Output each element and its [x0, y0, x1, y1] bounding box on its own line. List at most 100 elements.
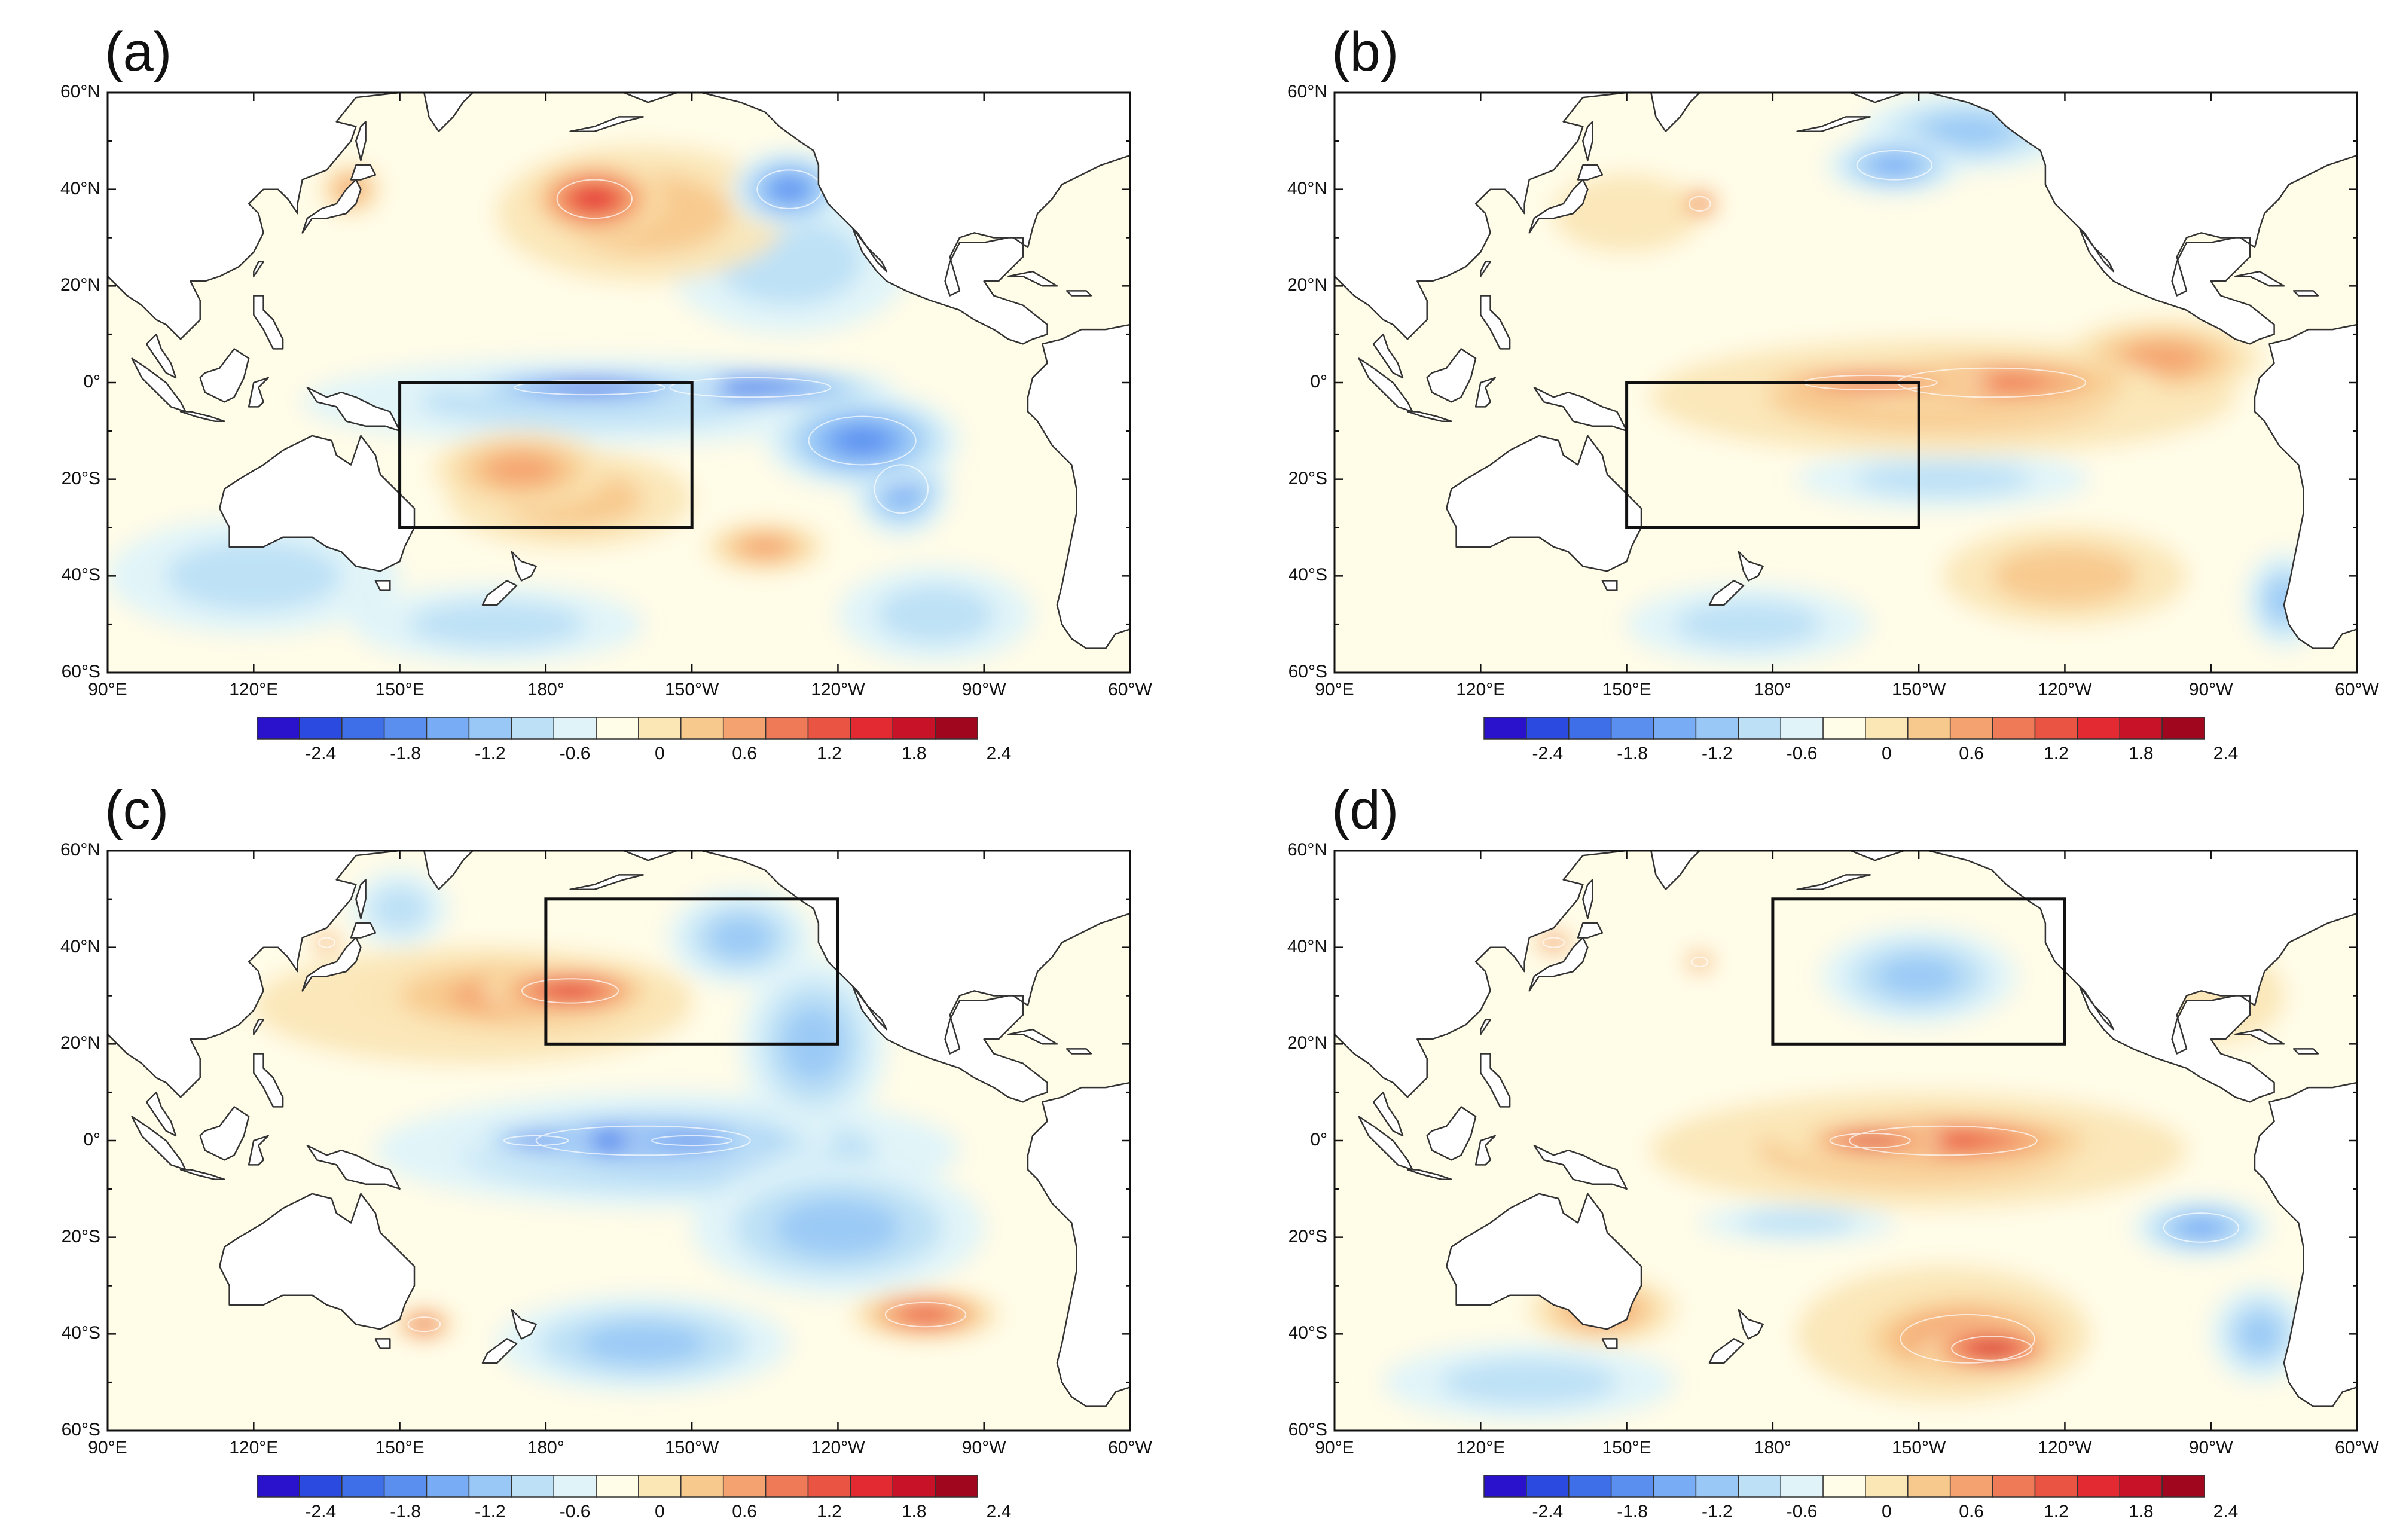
colorbar-swatch [596, 1475, 639, 1498]
colorbar-label: 2.4 [986, 1502, 1012, 1521]
colorbar-swatch [1780, 1475, 1824, 1498]
lon-label: 90°E [1315, 1438, 1354, 1458]
land-northamerica [1849, 851, 2357, 1103]
lon-label: 150°W [1891, 680, 1946, 699]
land-sakhalin [1582, 879, 1593, 919]
lat-label: 20°N [1287, 275, 1327, 295]
colorbar-swatch [850, 1475, 894, 1498]
lon-label: 150°W [664, 680, 719, 699]
colorbar-swatch [1695, 717, 1739, 740]
land-tasmania [1601, 1338, 1618, 1349]
land-newguinea [1533, 1144, 1628, 1190]
colorbar-label: -2.4 [1532, 744, 1564, 763]
lon-label: 120°E [229, 1438, 279, 1458]
colorbar-swatch [2034, 717, 2078, 740]
colorbar-swatch [638, 717, 682, 740]
land-java [1406, 411, 1452, 422]
lon-label: 120°W [811, 1438, 865, 1458]
anomaly-blob [1442, 1359, 1617, 1405]
anomaly-blob [2178, 1218, 2224, 1238]
colorbar-swatch [468, 717, 512, 740]
contour-line [1691, 956, 1709, 967]
land-southamerica [2254, 1081, 2357, 1407]
map-svg [106, 850, 1131, 1498]
lon-label: 180° [527, 680, 564, 699]
lat-label: 60°N [60, 82, 100, 102]
colorbar-label: 2.4 [986, 744, 1012, 763]
anomaly-blob [905, 1308, 946, 1321]
anomaly-blob [409, 601, 585, 647]
lat-label: 20°S [61, 1226, 100, 1246]
colorbar-swatch [765, 1475, 809, 1498]
lat-label: 20°S [1288, 468, 1327, 488]
lat-label: 0° [1310, 372, 1327, 392]
colorbar-label: -2.4 [305, 744, 337, 763]
colorbar-label: 0 [1882, 1502, 1892, 1521]
colorbar-label: 1.2 [817, 744, 842, 763]
lon-label: 180° [1754, 1438, 1791, 1458]
lon-label: 120°E [229, 680, 279, 699]
colorbar [1483, 1475, 2205, 1498]
landmasses [1335, 851, 2357, 1407]
land-alaska_isl [569, 116, 644, 132]
contour-line [1542, 937, 1565, 948]
axis-ticks [1333, 91, 2358, 674]
colorbar-swatch [299, 717, 343, 740]
map-svg [1333, 850, 2358, 1498]
lon-label: 150°E [375, 1438, 425, 1458]
colorbar-label: 0.6 [732, 744, 757, 763]
anomaly-blob [877, 585, 994, 644]
anomaly-blob [1871, 155, 1918, 175]
anomaly-blob [562, 384, 617, 390]
land-sakhalin [355, 121, 367, 161]
anomaly-blob [1553, 175, 1700, 252]
land-borneo [1426, 348, 1477, 403]
colorbar-swatch [1695, 1475, 1739, 1498]
land-newzealand_s [481, 580, 518, 606]
colorbar-swatch [257, 1475, 300, 1498]
anomaly-blob [1992, 546, 2138, 605]
anomaly-blob [1694, 200, 1705, 208]
colorbar-swatch [426, 717, 470, 740]
lat-label: 20°N [60, 1033, 100, 1053]
land-philippines [1480, 295, 1511, 350]
lon-label: 150°E [375, 680, 425, 699]
land-philippines [1480, 1053, 1511, 1108]
colorbar-swatch [2077, 1475, 2121, 1498]
anomaly-blob [773, 179, 805, 200]
land-malay [145, 1091, 177, 1137]
land-japan [1528, 179, 1589, 234]
lat-label: 40°S [1288, 1323, 1327, 1343]
colorbar-swatch [722, 1475, 767, 1498]
land-malay [145, 333, 177, 379]
lat-label: 60°S [61, 662, 100, 682]
contour-line [1688, 195, 1711, 212]
lat-label: 0° [83, 372, 100, 392]
anomaly-blob [835, 427, 889, 454]
colorbar-swatch [807, 717, 851, 740]
land-kamchatka [423, 93, 474, 132]
region-box [1625, 381, 1920, 529]
anomaly-field [254, 870, 999, 1392]
colorbar-label: -2.4 [1532, 1502, 1564, 1521]
anomaly-blob [1977, 1343, 2007, 1353]
colorbar-label: -1.2 [1701, 744, 1733, 763]
colorbar-label: 0.6 [1959, 1502, 1984, 1521]
anomaly-blob [1694, 958, 1705, 965]
anomaly-blob [1921, 115, 2014, 148]
land-taiwan [253, 261, 264, 277]
anomaly-blob [580, 1322, 706, 1365]
colorbar-swatch [1653, 1475, 1697, 1498]
land-cuba [2234, 270, 2285, 287]
contour-line [884, 1301, 967, 1328]
colorbar-label: 0.6 [1959, 744, 1984, 763]
lat-label: 40°S [61, 565, 100, 585]
colorbar-label: -1.2 [1701, 1502, 1733, 1521]
colorbar-swatch [553, 1475, 597, 1498]
colorbar-label: -1.2 [474, 1502, 506, 1521]
land-newzealand_n [511, 551, 537, 582]
contour-line [651, 1135, 733, 1147]
land-newzealand_s [481, 1338, 518, 1364]
land-taiwan [1480, 261, 1491, 277]
lon-label: 150°W [1891, 1438, 1946, 1458]
